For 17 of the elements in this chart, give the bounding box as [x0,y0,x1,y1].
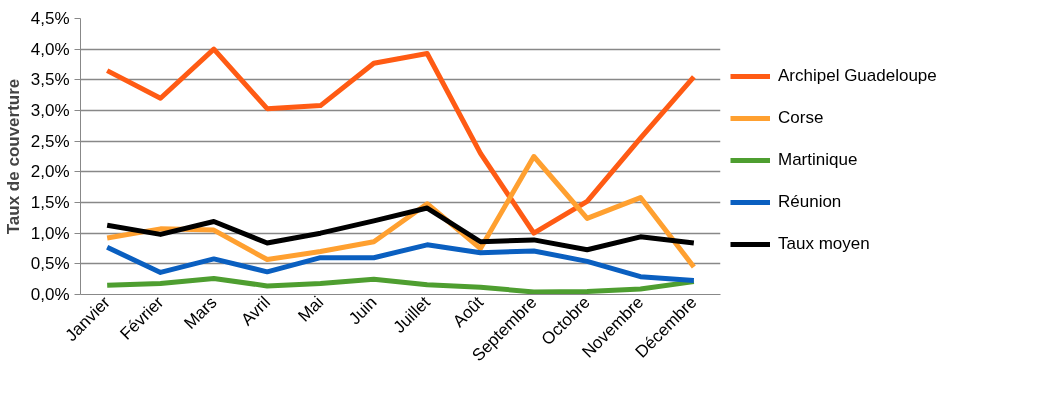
x-tick-label: Mai [294,292,328,326]
y-tick-label: 4,0% [30,39,70,59]
y-tick-label: 2,0% [30,162,70,182]
y-axis-title: Taux de couverture [3,78,23,235]
x-tick-label: Juin [345,292,381,329]
y-tick-label: 2,5% [30,131,70,151]
legend-label: Taux moyen [778,234,870,254]
y-tick-label: 4,5% [30,9,70,28]
legend-label: Martinique [778,150,858,170]
y-tick-label: 1,5% [30,193,70,212]
legend-label: Corse [778,108,824,128]
y-tick-label: 0,5% [30,254,70,274]
legend-label: Archipel Guadeloupe [778,66,937,86]
y-tick-label: 1,0% [30,223,70,243]
y-tick-label: 3,5% [30,70,70,90]
legend-label: Réunion [778,192,842,212]
y-tick-label: 3,0% [30,101,70,120]
